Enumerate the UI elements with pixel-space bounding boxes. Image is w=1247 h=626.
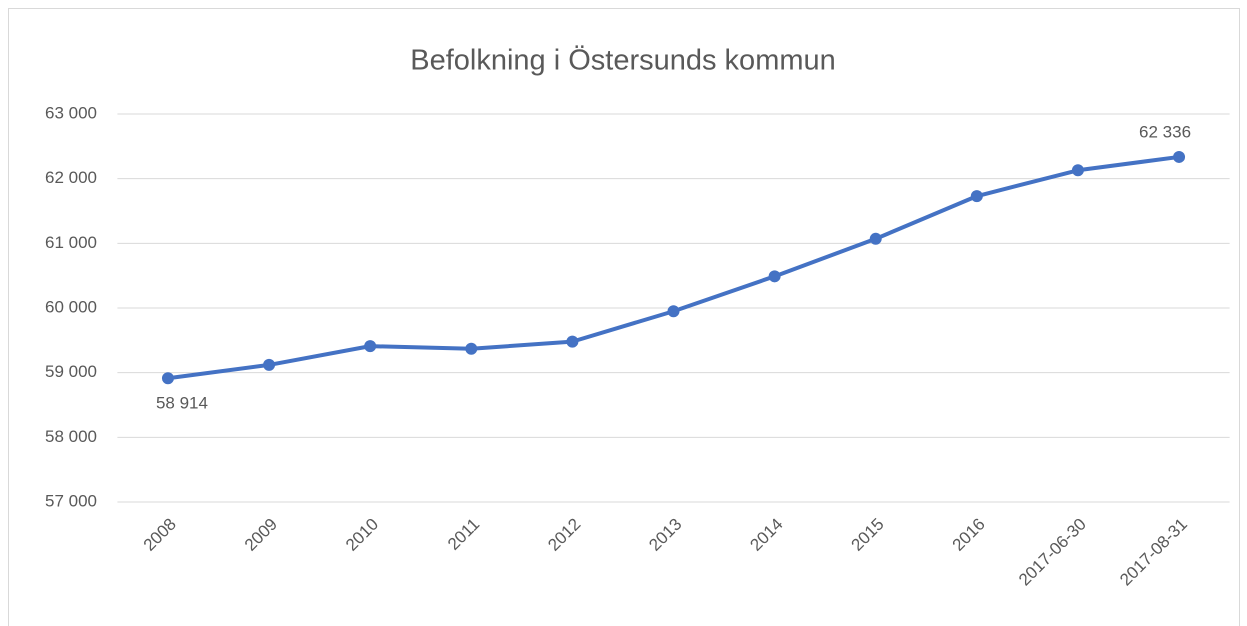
chart-title: Befolkning i Östersunds kommun	[410, 45, 836, 77]
y-tick-label: 58 000	[45, 427, 97, 446]
chart-border	[8, 8, 1240, 626]
point	[263, 358, 276, 371]
point	[768, 270, 781, 283]
point	[667, 305, 680, 318]
point	[1173, 150, 1186, 163]
point	[1071, 164, 1084, 177]
y-tick-label: 60 000	[45, 297, 97, 316]
y-tick-label: 57 000	[45, 491, 97, 510]
point	[161, 372, 174, 385]
y-tick-label: 59 000	[45, 362, 97, 381]
data-label: 58 914	[156, 394, 208, 413]
y-tick-label: 63 000	[45, 103, 97, 122]
y-tick-label: 61 000	[45, 233, 97, 252]
point	[364, 340, 377, 353]
point	[465, 342, 478, 355]
point	[970, 190, 983, 203]
data-label: 62 336	[1139, 122, 1191, 141]
point	[566, 335, 579, 348]
y-tick-label: 62 000	[45, 168, 97, 187]
point	[869, 232, 882, 245]
